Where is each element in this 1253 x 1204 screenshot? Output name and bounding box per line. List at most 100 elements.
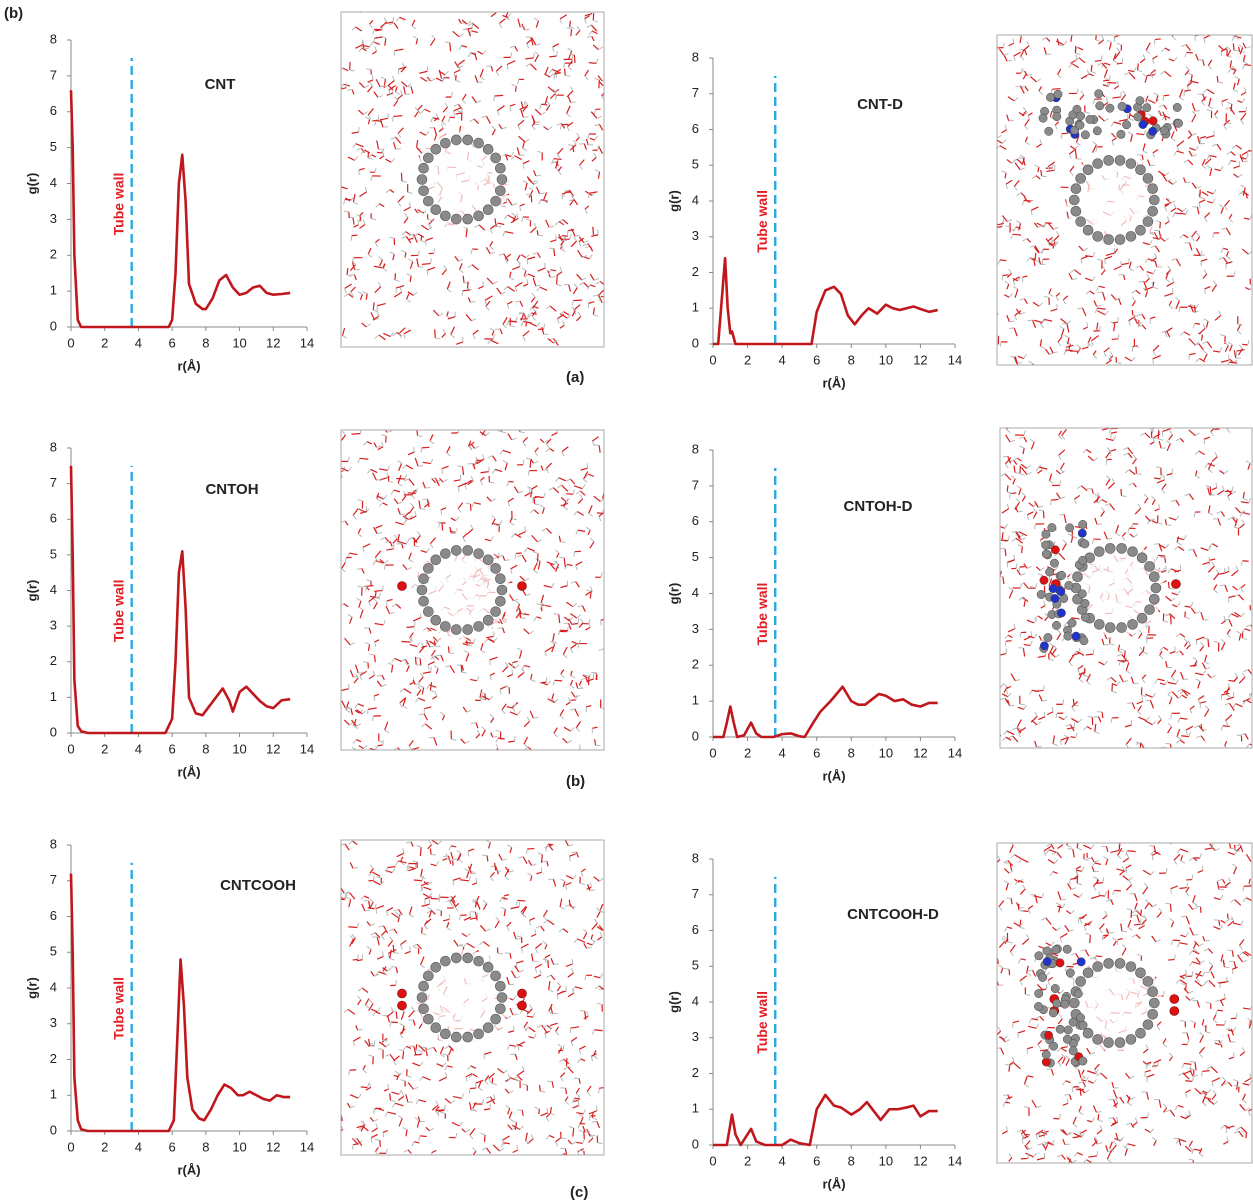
water-bond bbox=[560, 907, 565, 909]
water-bond bbox=[473, 1147, 476, 1151]
water-bond bbox=[560, 325, 564, 328]
carbon-atom bbox=[463, 135, 473, 145]
water-bond bbox=[1212, 562, 1215, 566]
water-bond bbox=[1020, 583, 1021, 588]
water-bond bbox=[409, 867, 415, 869]
water-bond bbox=[540, 682, 546, 683]
water-bond bbox=[1221, 639, 1225, 642]
water-bond bbox=[1006, 689, 1007, 694]
water-bond bbox=[504, 895, 509, 896]
molecule-snapshot bbox=[336, 839, 607, 1157]
water-bond bbox=[564, 617, 569, 620]
water-bond bbox=[501, 907, 506, 909]
water-bond bbox=[491, 340, 499, 343]
water-bond bbox=[463, 276, 464, 283]
water-bond bbox=[533, 552, 538, 553]
water-bond bbox=[348, 1009, 355, 1014]
water-bond bbox=[368, 708, 377, 709]
water-bond bbox=[557, 553, 559, 558]
water-bond bbox=[510, 712, 518, 715]
water-bond bbox=[512, 661, 517, 662]
water-bond bbox=[1006, 435, 1010, 442]
water-bond bbox=[1192, 183, 1196, 189]
water-bond bbox=[1083, 248, 1087, 251]
carbon-atom bbox=[495, 981, 505, 991]
water-bond bbox=[1164, 475, 1165, 480]
water-bond bbox=[1141, 695, 1146, 696]
water-bond bbox=[430, 39, 435, 46]
water-bond bbox=[398, 534, 400, 542]
water-bond bbox=[1201, 736, 1205, 741]
water-bond bbox=[1074, 270, 1081, 275]
water-bond bbox=[473, 1074, 478, 1077]
water-bond bbox=[1209, 513, 1214, 515]
water-bond bbox=[560, 125, 561, 130]
water-bond bbox=[1143, 151, 1147, 153]
water-bond bbox=[1001, 474, 1005, 477]
water-bond bbox=[507, 922, 511, 926]
water-bond bbox=[571, 1037, 577, 1041]
carbon-atom bbox=[1137, 613, 1147, 623]
water-bond bbox=[1088, 456, 1094, 461]
water-bond bbox=[561, 669, 564, 674]
water-bond bbox=[407, 1076, 412, 1077]
water-bond bbox=[513, 996, 516, 1000]
water-bond bbox=[590, 255, 593, 259]
water-bond bbox=[561, 674, 564, 678]
water-bond bbox=[484, 1052, 491, 1054]
water-bond bbox=[375, 592, 376, 597]
water-bond bbox=[571, 581, 576, 583]
water-bond bbox=[1191, 602, 1193, 607]
water-bond bbox=[1180, 332, 1183, 336]
water-bond bbox=[376, 79, 380, 87]
water-bond bbox=[1150, 240, 1153, 244]
carbon-atom bbox=[1076, 173, 1086, 183]
water-bond bbox=[1169, 697, 1172, 704]
water-bond bbox=[409, 1011, 415, 1018]
water-bond bbox=[430, 849, 431, 855]
water-bond bbox=[1188, 641, 1191, 645]
water-bond bbox=[1219, 311, 1221, 315]
water-bond bbox=[1221, 248, 1223, 252]
water-bond bbox=[1117, 43, 1122, 44]
water-bond bbox=[1179, 307, 1180, 312]
water-bond bbox=[1230, 161, 1236, 162]
water-bond bbox=[1079, 58, 1085, 63]
water-bond bbox=[528, 274, 535, 277]
water-bond bbox=[439, 313, 443, 316]
water-bond bbox=[1064, 716, 1067, 720]
water-bond bbox=[1103, 80, 1109, 81]
water-bond bbox=[375, 242, 377, 247]
water-bond bbox=[1166, 661, 1168, 667]
water-bond bbox=[363, 547, 364, 552]
water-bond bbox=[531, 934, 536, 936]
water-bond bbox=[1138, 70, 1143, 72]
water-bond bbox=[569, 284, 571, 291]
water-bond bbox=[1138, 504, 1141, 508]
water-bond bbox=[1175, 647, 1176, 652]
water-bond bbox=[1038, 225, 1043, 227]
water-bond bbox=[353, 1144, 359, 1145]
water-bond bbox=[376, 909, 377, 914]
water-bond bbox=[499, 124, 502, 129]
water-bond bbox=[565, 1097, 568, 1101]
water-bond bbox=[1229, 596, 1235, 598]
water-bond bbox=[1069, 655, 1074, 662]
carbon-atom bbox=[1126, 231, 1136, 241]
water-bond bbox=[1013, 234, 1021, 235]
water-bond bbox=[377, 937, 379, 945]
water-bond bbox=[409, 553, 412, 560]
water-bond bbox=[1194, 512, 1195, 517]
water-bond bbox=[1075, 146, 1079, 149]
carbon-atom bbox=[491, 971, 501, 981]
dopant-atom bbox=[1078, 590, 1086, 598]
water-bond bbox=[1092, 489, 1093, 494]
water-bond bbox=[1132, 703, 1135, 709]
water-bond bbox=[582, 278, 586, 280]
water-bond bbox=[507, 1016, 511, 1018]
carbon-atom bbox=[417, 993, 427, 1003]
water-bond bbox=[1045, 613, 1048, 617]
water-bond bbox=[370, 924, 375, 926]
water-bond bbox=[1203, 638, 1208, 639]
water-bond bbox=[508, 741, 515, 742]
